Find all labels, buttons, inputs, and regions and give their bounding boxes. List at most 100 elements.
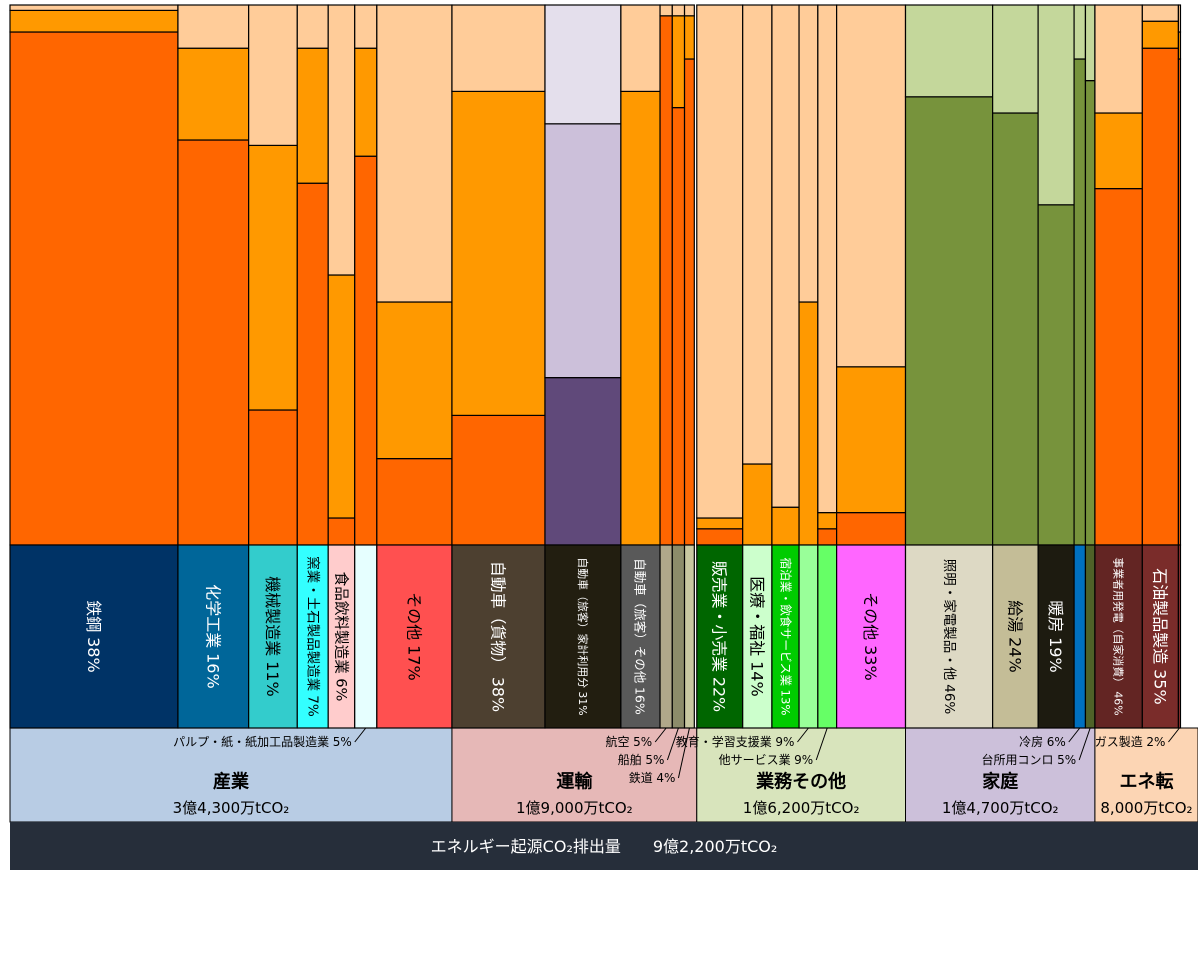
item-label: 宿泊業・飲食サービス業 13% [778,557,792,715]
item-bar [327,544,356,729]
stack-segment [327,274,356,519]
leader-line [1068,727,1081,743]
item-name: 冷房 [1019,734,1043,749]
stack-segment [671,15,686,109]
leader-line [797,727,809,743]
item-label: 給湯 24% [1006,600,1025,672]
sector-band [1094,727,1198,823]
sector-total: 1億9,000万tCO₂ [516,799,633,817]
stack-segment [451,4,546,93]
stack-segment [1141,20,1180,49]
item-name: 台所用コンロ [982,752,1054,767]
stack-segment [904,96,994,546]
stack-segment [376,458,453,546]
stack-segment [9,9,179,33]
item-name: 教育・学習支援業 [676,734,772,749]
item-value: 11% [263,661,282,697]
item-value: 6% [1047,735,1066,749]
leader-line [666,727,679,761]
item-bar [683,544,695,729]
item-label: 化学工業 16% [204,584,223,688]
stack-segment [9,4,179,12]
stack-segment [1177,58,1182,546]
stack-segment [354,155,378,546]
stack-segment [1141,47,1180,546]
item-value: 16% [204,653,223,689]
stack-segment [544,123,622,379]
total-label: エネルギー起源CO₂排出量 9億2,200万tCO₂ [431,837,778,856]
stack-segment [451,414,546,546]
item-name: 販売業・小売業 [710,561,729,672]
stack-segment [904,4,994,98]
leader-line [654,727,667,743]
item-value: 6% [333,678,350,701]
item-name: 鉄鋼 [84,600,103,632]
total-bar [10,822,1198,870]
item-value: 17% [405,645,424,681]
stack-segment [1094,112,1143,190]
item-name: 事業者用発電（自家消費） [1112,557,1126,688]
stack-segment [1141,4,1180,22]
stack-segment [296,47,329,184]
outside-label: 船舶 5% [618,752,665,767]
stack-segment [1084,4,1096,82]
item-label: 暖房 19% [1047,600,1066,672]
item-value: 31% [576,691,589,715]
item-bar [836,544,907,729]
item-value: 7% [305,695,321,717]
stack-segment [696,528,744,546]
item-value: 14% [748,661,767,697]
sector-name: エネ転 [1119,771,1173,793]
stack-segment [817,511,838,530]
item-name: 化学工業 [204,584,223,648]
item-bar [817,544,838,729]
outside-label: 冷房 6% [1019,734,1066,749]
stack-segment [836,366,907,514]
stack-segment [248,144,298,411]
item-name: 他サービス業 [719,753,791,767]
item-label: 機械製造業 11% [263,576,282,696]
outside-label: 教育・学習支援業 9% [676,734,795,749]
item-value: 22% [710,677,729,712]
total-title: エネルギー起源CO₂排出量 [431,837,621,856]
stack-segment [177,47,250,141]
item-label: 医療・福祉 14% [748,576,767,696]
item-value: 2% [1146,735,1165,749]
item-name: 宿泊業・飲食サービス業 [778,557,792,686]
item-bar [798,544,819,729]
item-value: 4% [656,771,675,785]
stack-segment [696,4,744,519]
total-value: 9億2,200万tCO₂ [653,837,777,856]
item-name: 自動車（貨物） [489,561,508,672]
item-value: 19% [1047,637,1066,673]
sector-total: 1億4,700万tCO₂ [942,799,1059,817]
stack-segment [620,4,661,93]
item-name: ガス製造 [1095,735,1143,749]
item-bar [1084,544,1096,729]
item-label: 販売業・小売業 22% [710,561,729,712]
item-value: 35% [1151,669,1170,705]
stack-segment [659,15,673,546]
sector-name: 運輸 [556,771,593,793]
sector-band [9,727,453,823]
item-value: 9% [775,735,794,749]
stack-segment [683,4,695,17]
item-value: 24% [1006,637,1025,673]
stack-segment [376,4,453,303]
item-value: 33% [862,645,881,681]
item-label: 食品飲料製造業 6% [333,572,350,702]
item-name: 自動車（旅客）家計利用分 [576,557,590,688]
sector-band [696,727,907,823]
outside-label: 航空 5% [606,734,653,749]
item-name: パルプ・紙・紙加工品製造業 [173,734,329,749]
item-name: 船舶 [618,752,642,767]
stack-segment [296,182,329,546]
item-value: 46% [941,684,957,714]
item-bar [354,544,378,729]
item-name: その他 [862,592,881,640]
stack-segment [354,4,378,49]
item-bar [451,544,546,729]
stack-segment [659,4,673,17]
item-label: 照明・家電製品・他 46% [941,559,958,715]
